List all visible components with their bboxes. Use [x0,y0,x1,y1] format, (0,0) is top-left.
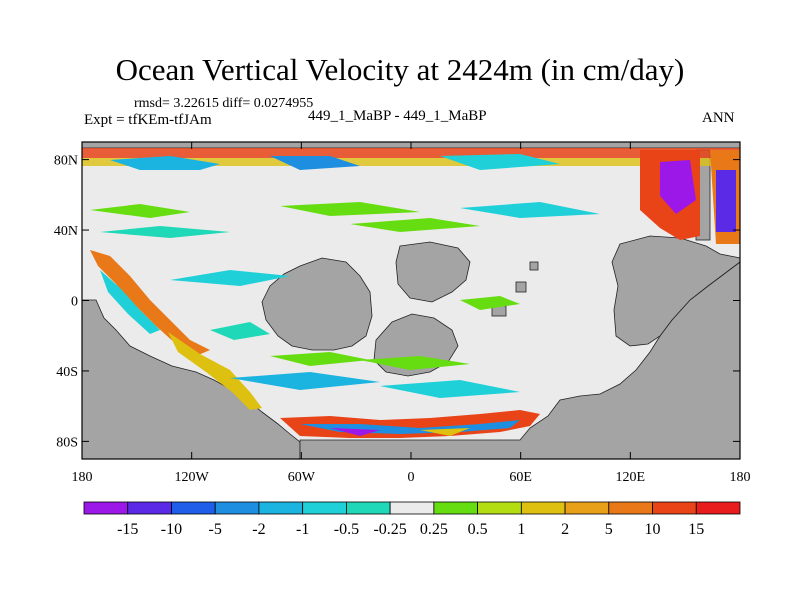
y-tick-label: 0 [71,295,78,310]
colorbar-label: 2 [561,521,569,538]
x-tick-label: 120E [616,470,646,485]
colorbar-label: -15 [117,521,138,538]
x-tick-label: 0 [408,470,415,485]
colorbar-swatch [433,501,479,515]
feature-west-band-orange [90,250,210,356]
chart-title: Ocean Vertical Velocity at 2424m (in cm/… [115,52,685,87]
feature-north-cyan-2 [440,154,560,170]
colorbar-label: 0.5 [468,521,488,538]
feature-north-band-yellow [82,158,740,166]
stats-line: rmsd= 3.22615 diff= 0.0274955 [134,96,314,111]
y-tick-label: 40N [54,224,78,239]
feature-west-band-yellow [168,332,262,410]
colorbar-label: 1 [517,521,525,538]
feature-north-green-3 [350,218,480,232]
feature-west-band-cyan [100,270,160,334]
experiment-label: Expt = tfKEm-tfJAm [84,112,212,128]
land-central-continent [261,257,373,351]
x-tick-label: 60W [288,470,316,485]
feature-mid-green-1 [270,352,370,366]
feature-mid-cyan-3 [380,380,520,398]
colorbar-label: -5 [209,521,222,538]
colorbar-label: -2 [252,521,265,538]
x-tick-label: 180 [72,470,93,485]
colorbar-label: 10 [645,521,661,538]
feature-mid-cyan-1 [170,270,290,286]
colorbar-swatch [695,501,741,515]
colorbar-swatch [564,501,610,515]
colorbar-label: 0.25 [420,521,448,538]
colorbar-label: 5 [605,521,613,538]
colorbar-swatch [345,501,391,515]
velocity-features [82,148,740,438]
feature-south-band-purple [330,428,380,436]
colorbar-swatch [171,501,216,515]
y-axis-ticks: 80N 40N 0 40S 80S [54,154,740,450]
x-tick-label: 180 [730,470,751,485]
feature-north-teal-1 [100,226,230,238]
land-east-continent [611,235,741,347]
colorbar-label: 15 [688,521,704,538]
feature-north-band-red [82,148,740,158]
map-panel [81,141,741,460]
colorbar-swatch [520,501,566,515]
colorbar-swatch [389,501,435,515]
colorbar-swatch [608,501,653,515]
x-tick-label: 60E [509,470,532,485]
colorbar-swatch [302,501,347,515]
colorbar-label: -1 [296,521,309,538]
y-tick-label: 80N [54,154,78,169]
feature-mid-cyan-2 [230,372,380,390]
land-north-central [395,241,471,303]
colorbar-swatch [652,501,697,515]
feature-north-green-1 [90,204,190,218]
feature-mid-green-3 [460,296,520,310]
y-tick-label: 80S [56,435,78,450]
feature-north-blue-1 [270,156,360,170]
colorbar-label: -0.25 [373,521,406,538]
colorbar-swatch [258,501,304,515]
feature-ne-purple [660,160,696,214]
x-axis-ticks: 180 120W 60W 0 60E 120E 180 [72,142,751,485]
feature-north-cyan-3 [460,202,600,218]
land-island-2 [529,261,539,271]
feature-north-cyan-1 [110,156,220,170]
land-island-1 [515,281,527,293]
feature-north-green-2 [280,202,420,216]
colorbar-label: -0.5 [334,521,359,538]
case-label: 449_1_MaBP - 449_1_MaBP [308,108,487,124]
feature-ne-indigo [716,170,736,232]
season-label: ANN [702,110,735,126]
feature-mid-green-2 [360,356,470,370]
colorbar: -15 -10 -5 -2 -1 -0.5 -0.25 0.25 0.5 1 2 5 10 15 [83,501,741,538]
y-tick-label: 40S [56,365,78,380]
colorbar-swatch [127,501,172,515]
colorbar-swatch [83,501,129,515]
feature-south-band-yellow [420,428,470,436]
x-tick-label: 120W [175,470,210,485]
colorbar-label: -10 [161,521,182,538]
feature-mid-teal-1 [210,322,270,340]
colorbar-swatch [214,501,260,515]
colorbar-swatch [477,501,522,515]
